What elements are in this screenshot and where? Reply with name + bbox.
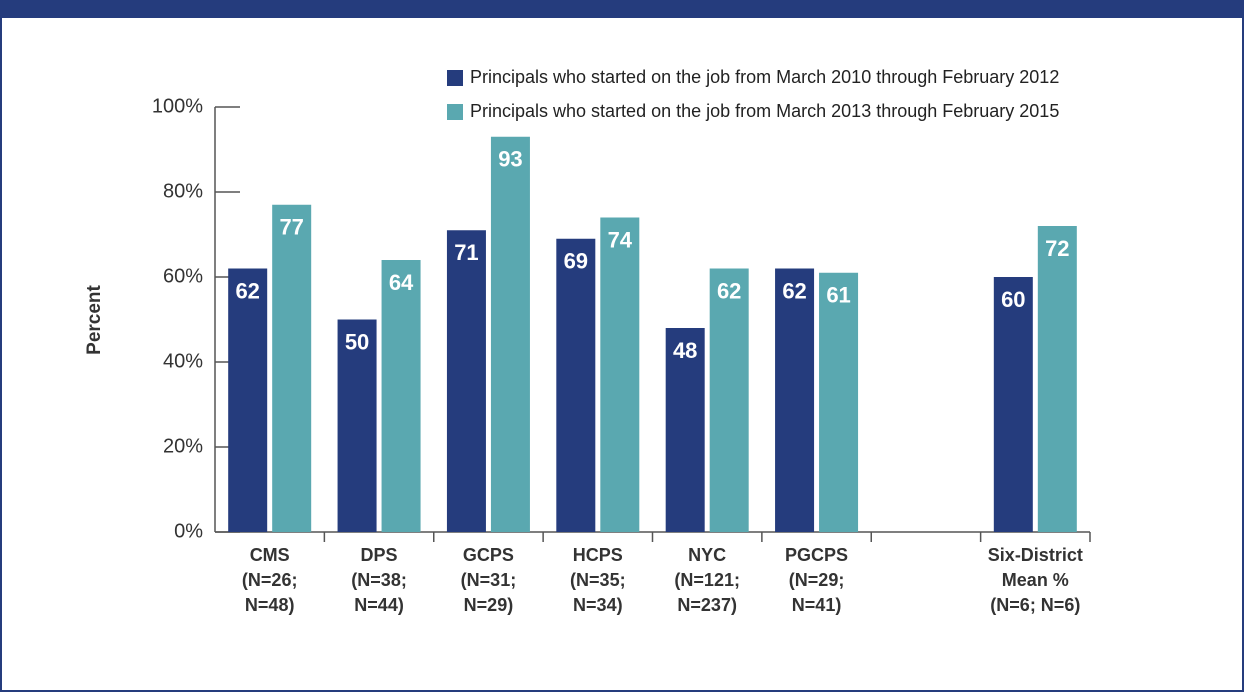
y-tick-label: 40% bbox=[163, 350, 203, 372]
x-tick-label: (N=38; bbox=[351, 570, 407, 590]
legend-label: Principals who started on the job from M… bbox=[470, 101, 1059, 121]
value-label: 64 bbox=[389, 270, 414, 295]
bar bbox=[228, 268, 268, 532]
x-tick-label: Mean % bbox=[1002, 570, 1069, 590]
y-tick-label: 0% bbox=[174, 520, 203, 542]
x-tick-label: (N=35; bbox=[570, 570, 626, 590]
x-tick-label: (N=29; bbox=[789, 570, 845, 590]
x-tick-label: DPS bbox=[361, 545, 398, 565]
value-label: 69 bbox=[564, 249, 588, 274]
legend-label: Principals who started on the job from M… bbox=[470, 67, 1059, 87]
x-tick-label: N=29) bbox=[464, 595, 514, 615]
x-tick-label: N=237) bbox=[677, 595, 737, 615]
value-label: 71 bbox=[454, 240, 478, 265]
bar bbox=[600, 217, 640, 532]
bar bbox=[556, 238, 596, 532]
top-bar bbox=[0, 0, 1244, 18]
y-tick-label: 100% bbox=[152, 95, 203, 117]
value-label: 60 bbox=[1001, 287, 1025, 312]
y-axis-label: Percent bbox=[84, 284, 105, 354]
x-tick-label: Six-District bbox=[988, 545, 1083, 565]
bar bbox=[993, 277, 1033, 532]
value-label: 62 bbox=[782, 278, 806, 303]
value-label: 93 bbox=[498, 147, 522, 172]
legend-swatch bbox=[447, 104, 463, 120]
bar bbox=[775, 268, 815, 532]
bar bbox=[490, 136, 530, 532]
bar bbox=[1037, 226, 1077, 532]
x-tick-label: GCPS bbox=[463, 545, 514, 565]
value-label: 72 bbox=[1045, 236, 1069, 261]
x-tick-label: NYC bbox=[688, 545, 726, 565]
bar bbox=[709, 268, 749, 532]
x-tick-label: (N=26; bbox=[242, 570, 298, 590]
x-tick-label: N=44) bbox=[354, 595, 404, 615]
x-tick-label: (N=6; N=6) bbox=[990, 595, 1080, 615]
x-tick-label: N=34) bbox=[573, 595, 623, 615]
x-tick-label: CMS bbox=[250, 545, 290, 565]
x-tick-label: PGCPS bbox=[785, 545, 848, 565]
y-tick-label: 20% bbox=[163, 435, 203, 457]
x-tick-label: N=48) bbox=[245, 595, 295, 615]
bar bbox=[381, 260, 421, 532]
x-tick-label: HCPS bbox=[573, 545, 623, 565]
x-tick-label: (N=121; bbox=[674, 570, 740, 590]
value-label: 61 bbox=[826, 283, 850, 308]
x-tick-label: (N=31; bbox=[461, 570, 517, 590]
bar bbox=[446, 230, 486, 532]
bar bbox=[272, 204, 312, 532]
value-label: 74 bbox=[608, 227, 633, 252]
value-label: 77 bbox=[279, 215, 303, 240]
y-tick-label: 60% bbox=[163, 265, 203, 287]
value-label: 50 bbox=[345, 329, 369, 354]
value-label: 48 bbox=[673, 338, 697, 363]
value-label: 62 bbox=[235, 278, 259, 303]
bar bbox=[819, 272, 859, 532]
legend-swatch bbox=[447, 70, 463, 86]
y-tick-label: 80% bbox=[163, 180, 203, 202]
bar bbox=[665, 328, 705, 532]
bar bbox=[337, 319, 377, 532]
x-tick-label: N=41) bbox=[792, 595, 842, 615]
value-label: 62 bbox=[717, 278, 741, 303]
